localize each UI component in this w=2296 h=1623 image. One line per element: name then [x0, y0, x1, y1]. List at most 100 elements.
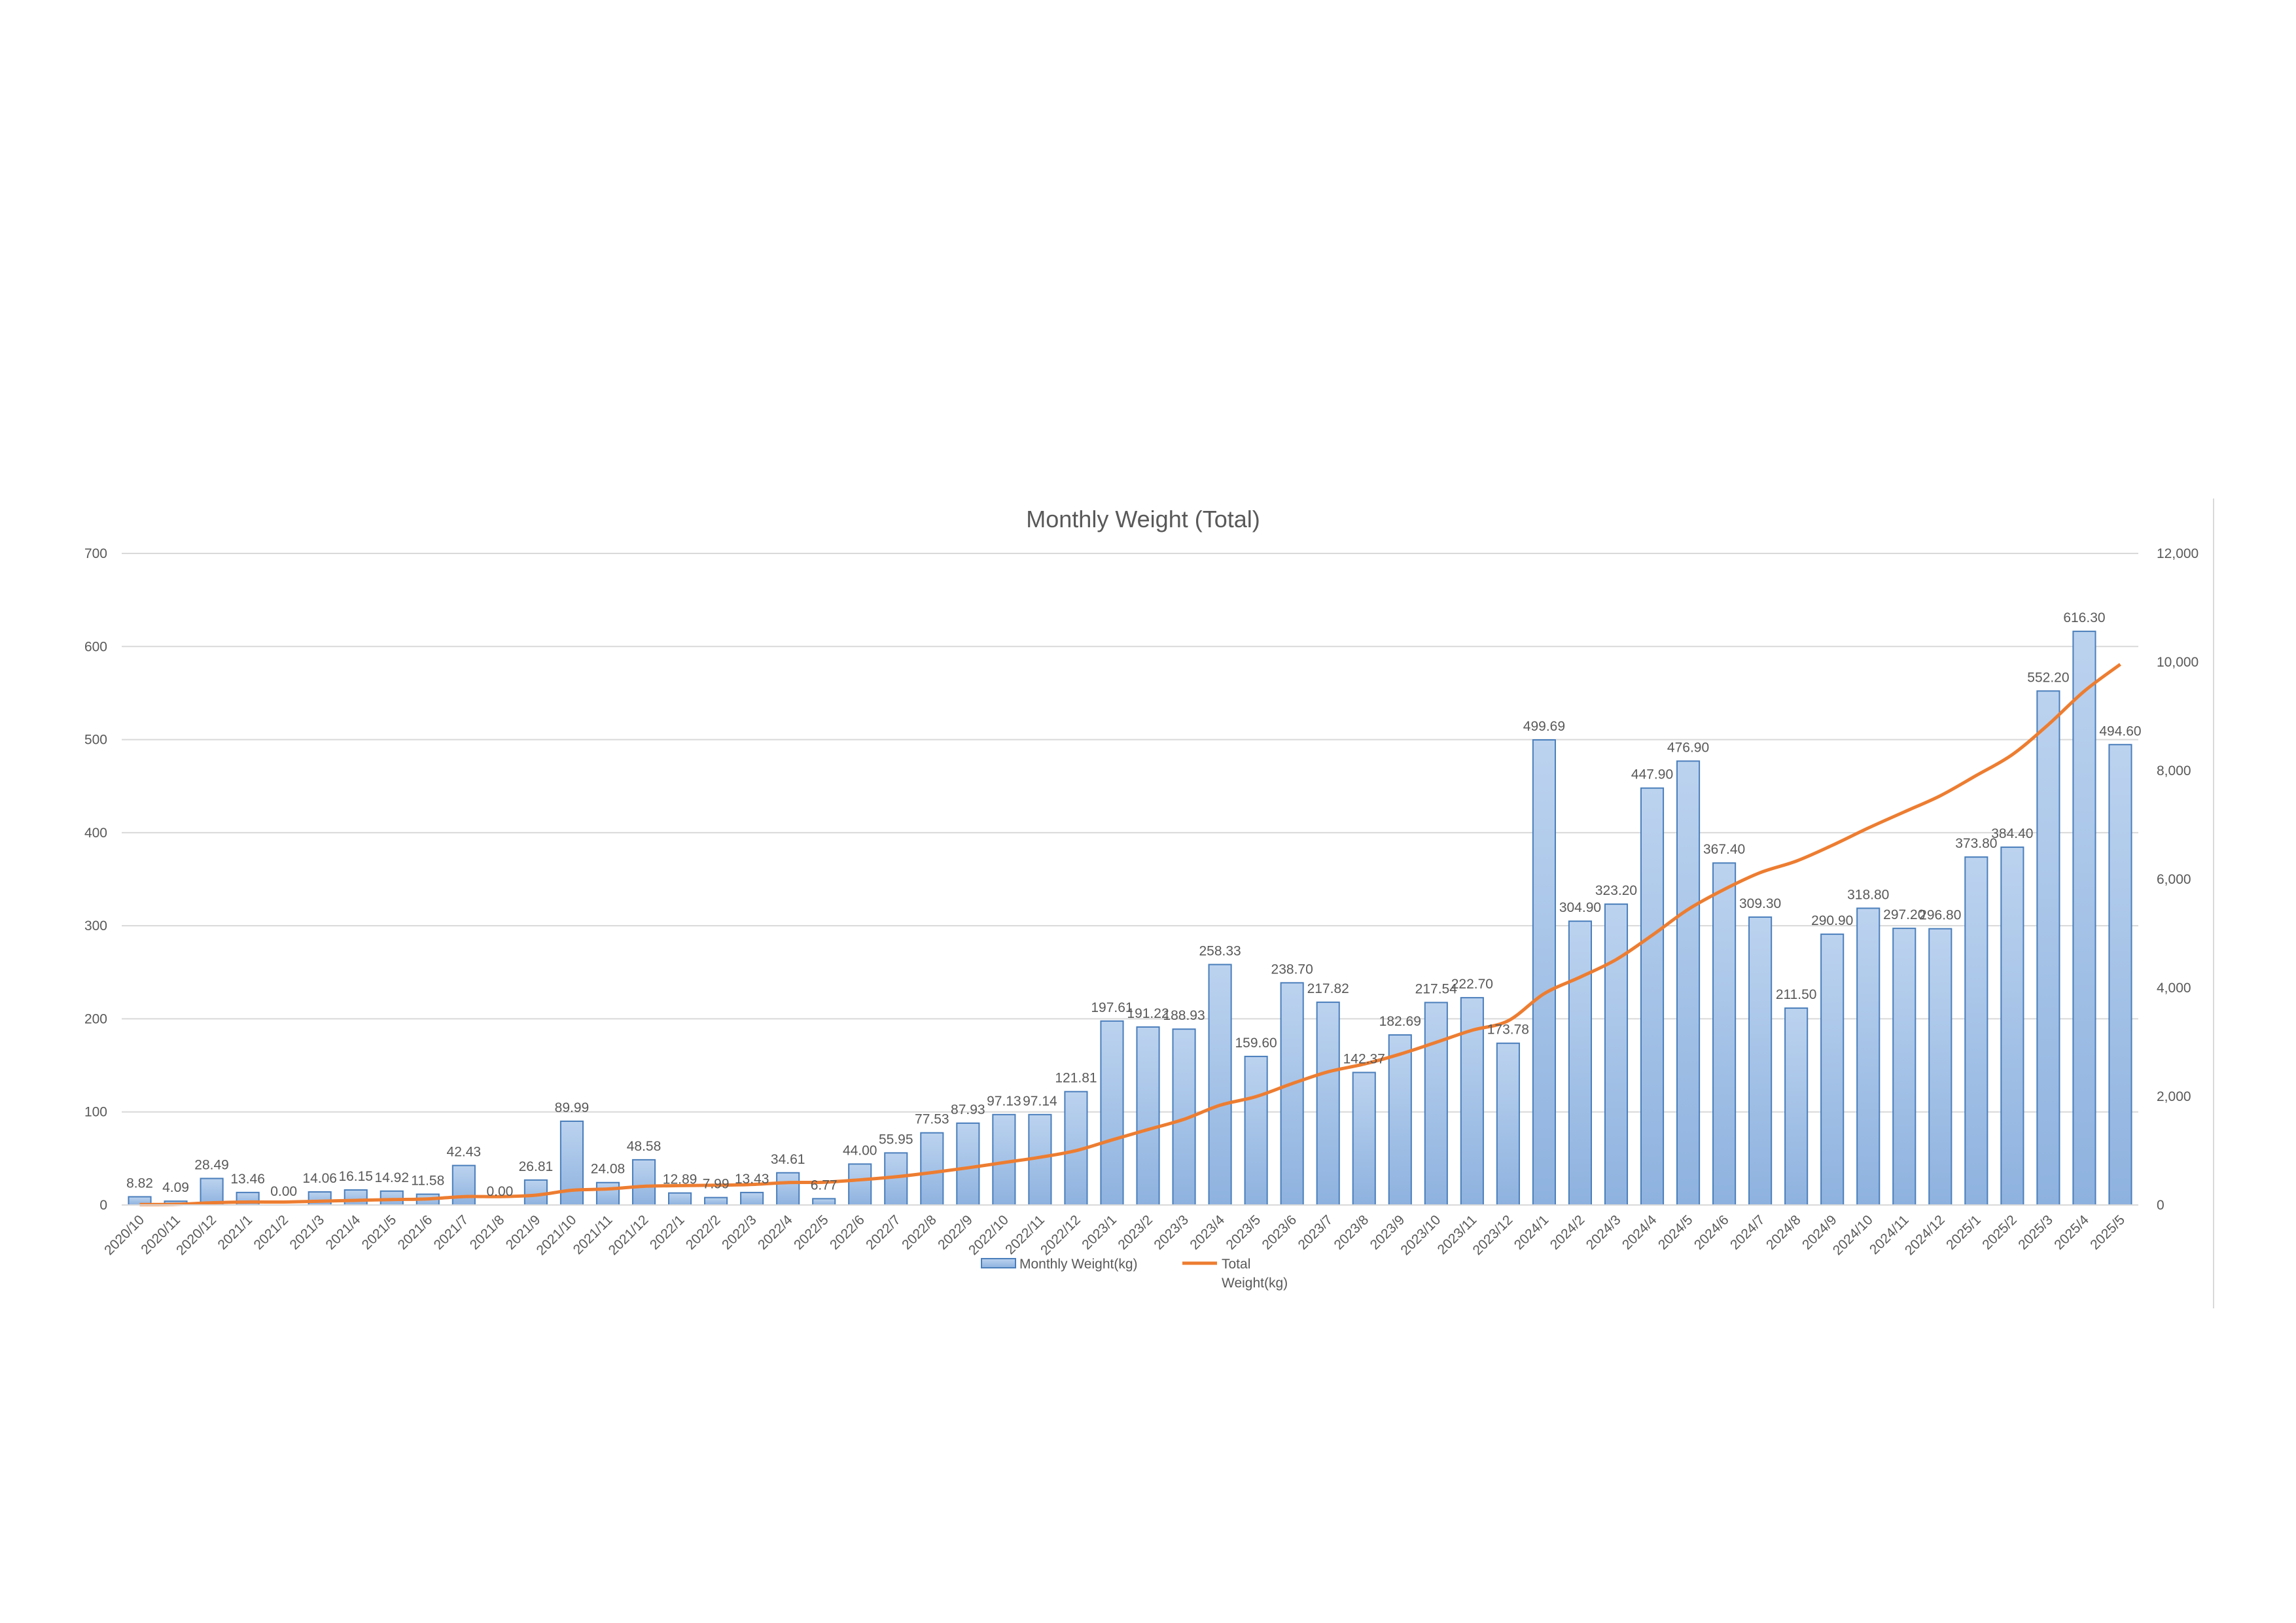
category-label: 2025/2: [1979, 1212, 2020, 1253]
category-label: 2021/7: [431, 1212, 472, 1253]
bar-data-label: 12.89: [663, 1172, 698, 1187]
bar-data-label: 217.82: [1307, 981, 1349, 996]
bar: [2072, 631, 2096, 1206]
bar-data-label: 8.82: [126, 1176, 153, 1191]
bar: [1856, 907, 1881, 1206]
category-label: 2024/12: [1902, 1212, 1948, 1258]
left-axis-tick-label: 600: [84, 639, 107, 654]
bar: [667, 1192, 692, 1206]
bar-data-label: 13.43: [735, 1172, 769, 1187]
bar-data-label: 16.15: [338, 1169, 373, 1184]
bar: [956, 1122, 980, 1206]
bar: [1604, 903, 1629, 1206]
bar: [848, 1163, 872, 1206]
category-label: 2020/12: [173, 1212, 219, 1258]
left-axis-tick-label: 100: [84, 1105, 107, 1120]
legend-total-weight: Total: [1222, 1257, 1250, 1272]
category-label: 2024/6: [1691, 1212, 1732, 1253]
category-label: 2021/5: [359, 1212, 400, 1253]
bar-data-label: 159.60: [1235, 1036, 1277, 1051]
bar: [740, 1191, 764, 1206]
left-axis-tick-label: 0: [99, 1198, 107, 1213]
right-axis-tick-label: 4,000: [2157, 981, 2191, 996]
bar-data-label: 7.99: [703, 1177, 730, 1192]
bar-data-label: 191.22: [1127, 1006, 1169, 1021]
bar: [1280, 982, 1304, 1206]
left-axis-tick-label: 300: [84, 918, 107, 934]
bar: [1748, 916, 1773, 1206]
bar-data-label: 87.93: [951, 1102, 985, 1117]
left-axis-tick-label: 500: [84, 733, 107, 748]
bar: [1532, 739, 1556, 1206]
bar: [1892, 928, 1916, 1206]
category-label: 2022/8: [899, 1212, 940, 1253]
bar: [2036, 690, 2060, 1206]
bar-data-label: 6.77: [811, 1178, 838, 1193]
bar-data-label: 447.90: [1631, 767, 1673, 782]
bar-data-label: 24.08: [591, 1162, 626, 1177]
bar-data-label: 97.14: [1023, 1094, 1057, 1109]
category-label: 2021/2: [251, 1212, 292, 1253]
category-label: 2021/4: [323, 1212, 364, 1253]
bar-data-label: 14.06: [302, 1171, 337, 1186]
bar-data-label: 323.20: [1595, 883, 1637, 898]
bar-data-label: 238.70: [1271, 962, 1313, 977]
bar: [1712, 862, 1737, 1206]
bar-data-label: 13.46: [230, 1172, 265, 1187]
bar-data-label: 28.49: [194, 1157, 229, 1172]
category-label: 2022/3: [719, 1212, 760, 1253]
bar-data-label: 373.80: [1955, 836, 1997, 851]
category-label: 2025/3: [2015, 1212, 2056, 1253]
bar: [2000, 846, 2024, 1206]
bar: [1928, 928, 1952, 1206]
category-label: 2021/8: [467, 1212, 508, 1253]
bar: [1244, 1055, 1268, 1206]
bar: [812, 1198, 836, 1206]
bar-data-label: 384.40: [1991, 826, 2033, 841]
bar-data-label: 211.50: [1776, 987, 1817, 1002]
category-label: 2022/5: [791, 1212, 832, 1253]
bar: [1496, 1042, 1520, 1206]
right-axis-tick-labels: 0 2,000 4,000 6,000 8,000 10,000 12,000: [2157, 546, 2199, 1213]
bar-data-label: 309.30: [1739, 896, 1781, 911]
category-label: 2024/4: [1619, 1212, 1660, 1253]
category-label: 2023/3: [1151, 1212, 1192, 1253]
category-label: 2023/6: [1260, 1212, 1300, 1253]
bar: [631, 1159, 656, 1206]
bar: [2108, 744, 2132, 1206]
category-axis-labels: 2020/102020/112020/122021/12021/22021/32…: [101, 1204, 2138, 1258]
right-axis-tick-label: 10,000: [2157, 655, 2199, 670]
bar-data-label: 34.61: [771, 1152, 805, 1167]
bar-data-label: 290.90: [1811, 913, 1853, 928]
legend-total-weight-line2: Weight(kg): [1222, 1276, 1288, 1291]
category-label: 2023/1: [1079, 1212, 1120, 1253]
category-label: 2022/7: [863, 1212, 904, 1253]
right-axis-tick-label: 6,000: [2157, 872, 2191, 887]
bar-data-label: 499.69: [1523, 719, 1565, 734]
bar: [595, 1181, 620, 1206]
category-label: 2024/1: [1511, 1212, 1552, 1253]
bar-data-label: 217.54: [1415, 981, 1458, 996]
chart-title: Monthly Weight (Total): [1026, 506, 1260, 532]
bar: [1100, 1020, 1124, 1206]
category-label: 2025/4: [2051, 1212, 2092, 1253]
category-label: 2021/10: [534, 1212, 580, 1258]
category-label: 2021/12: [606, 1212, 652, 1258]
bar-data-label: 182.69: [1379, 1014, 1421, 1029]
bar: [1640, 787, 1665, 1206]
category-label: 2021/1: [215, 1212, 255, 1253]
bar-data-label: 476.90: [1667, 740, 1709, 755]
bar: [451, 1164, 476, 1206]
bar: [1136, 1026, 1160, 1206]
category-label: 2023/7: [1296, 1212, 1336, 1253]
right-axis-tick-label: 2,000: [2157, 1089, 2191, 1104]
bar-data-label: 367.40: [1703, 842, 1745, 857]
category-label: 2025/1: [1943, 1212, 1984, 1253]
category-label: 2025/5: [2087, 1212, 2128, 1253]
category-label: 2022/10: [966, 1212, 1012, 1258]
bar-data-label: 616.30: [2063, 610, 2105, 625]
bar: [1568, 920, 1593, 1206]
left-axis-tick-label: 200: [84, 1011, 107, 1026]
bar-data-label: 89.99: [555, 1100, 590, 1115]
